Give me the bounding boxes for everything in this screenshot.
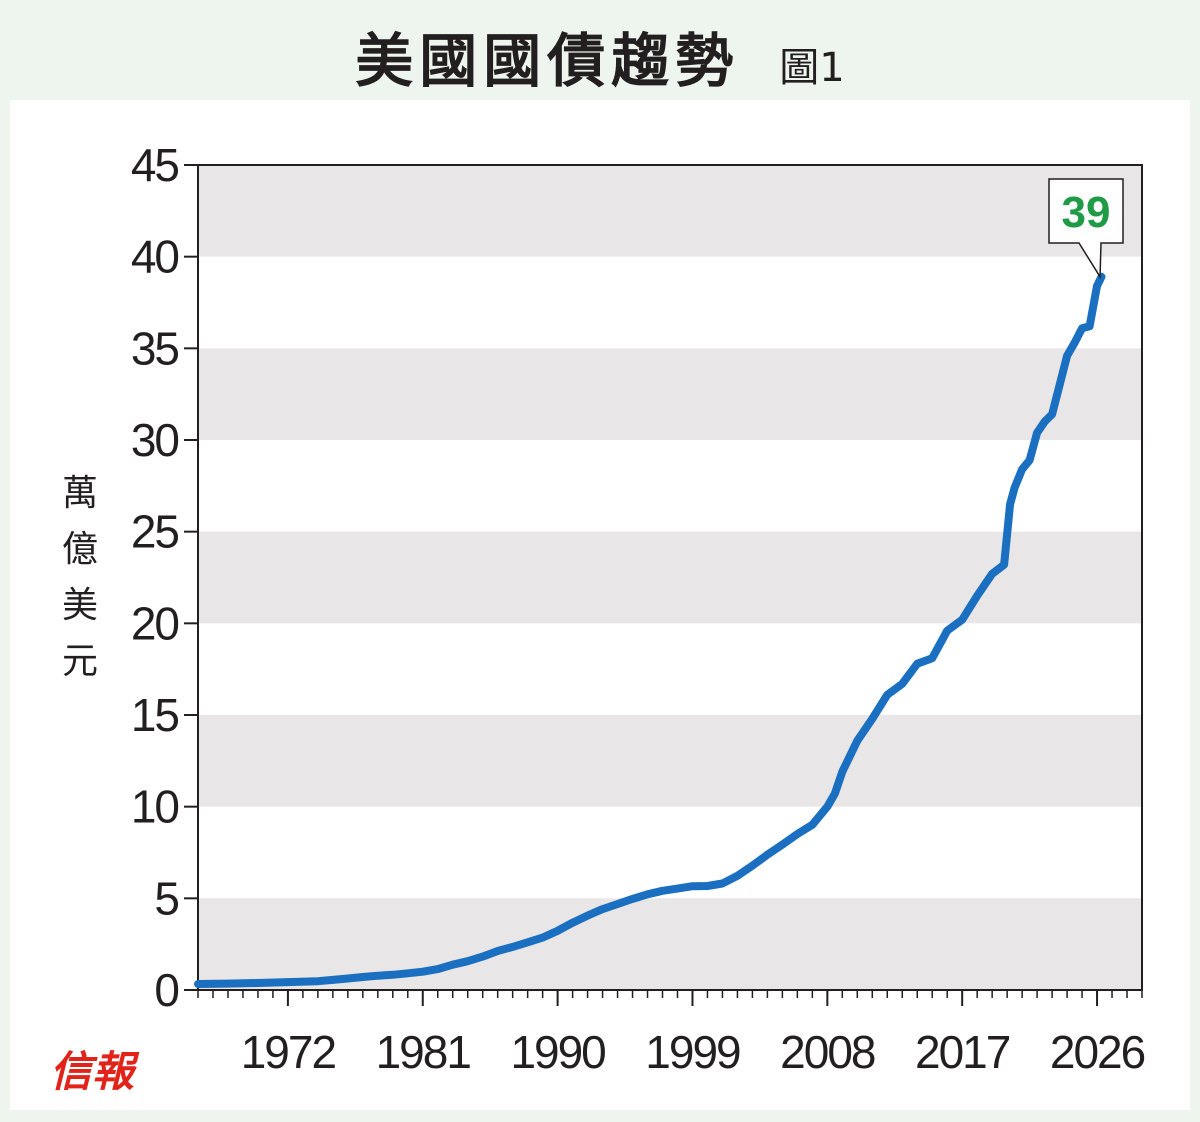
x-tick-label: 2026	[1050, 1026, 1145, 1078]
y-tick-label: 35	[131, 322, 179, 374]
y-tick-label: 10	[131, 781, 179, 833]
figure-label: 圖1	[779, 45, 845, 91]
x-tick-label: 1999	[645, 1026, 740, 1078]
grid-band	[198, 348, 1142, 440]
x-tick-label: 1990	[510, 1026, 605, 1078]
y-tick-label: 25	[131, 506, 179, 558]
y-tick-label: 15	[131, 689, 179, 741]
grid-band	[198, 531, 1142, 624]
latest-value-callout: 39	[1048, 178, 1124, 280]
chart-title-bar: 美國國債趨勢 圖1	[0, 14, 1200, 98]
y-tick-label: 20	[131, 597, 179, 649]
x-tick-label: 2017	[915, 1026, 1010, 1078]
hkej-logo: 信報	[50, 1047, 135, 1096]
plot-frame	[197, 164, 1143, 991]
y-tick-label: 45	[131, 139, 179, 191]
y-tick-label: 5	[154, 872, 178, 924]
debt-series-line	[194, 272, 1106, 988]
y-tick-label: 40	[131, 231, 179, 283]
x-tick-label: 1981	[376, 1026, 471, 1078]
y-tick-label: 0	[154, 964, 178, 1016]
chart-title: 美國國債趨勢	[355, 27, 740, 95]
grid-band	[198, 165, 1142, 257]
x-tick-label: 1972	[241, 1026, 336, 1078]
grid-band	[198, 715, 1142, 807]
y-tick-label: 30	[131, 414, 179, 466]
y-axis-label: 萬億美元	[62, 473, 98, 682]
x-tick-label: 2008	[780, 1026, 875, 1078]
latest-value-label: 39	[1062, 188, 1111, 237]
